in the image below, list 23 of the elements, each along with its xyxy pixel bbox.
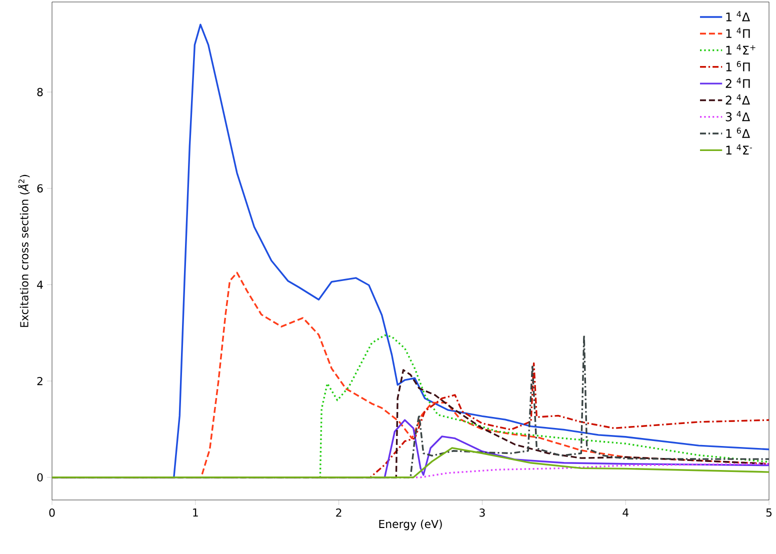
x-tick-label: 1 [193, 508, 198, 516]
legend-label: 1 $^{6}$Π [726, 61, 750, 72]
x-tick-label: 2 [336, 508, 342, 517]
x-axis-title: Energy (eV) [379, 520, 442, 530]
legend-label: 3 $^{4}$Δ [726, 111, 750, 122]
y-tick-label: 4 [37, 280, 43, 289]
y-tick-label: 0 [37, 473, 43, 482]
x-tick-label: 0 [49, 508, 55, 517]
x-tick-label: 3 [480, 508, 485, 517]
line-series [52, 447, 770, 478]
legend-label: 2 $^{4}$Π [726, 78, 750, 88]
legend-label: 1 $^{4}$Π [726, 28, 750, 38]
y-tick-label: 6 [37, 184, 43, 193]
legend-label: 1 $^{6}$Δ [726, 128, 750, 138]
x-tick-label: 5 [766, 508, 772, 517]
y-axis-title: Excitation cross section (Å$^{2}$) [18, 174, 30, 327]
x-tick-label: 4 [622, 508, 628, 516]
legend-label: 1 $^{4}$Δ [726, 11, 750, 22]
legend-label: 1 $^{4}$Σ$^{-}$ [726, 144, 752, 155]
legend-label: 1 $^{4}$Σ$^{+}$ [726, 44, 756, 55]
legend-label: 2 $^{4}$Δ [726, 94, 750, 105]
y-tick-label: 8 [37, 88, 43, 96]
y-tick-label: 2 [37, 376, 42, 386]
